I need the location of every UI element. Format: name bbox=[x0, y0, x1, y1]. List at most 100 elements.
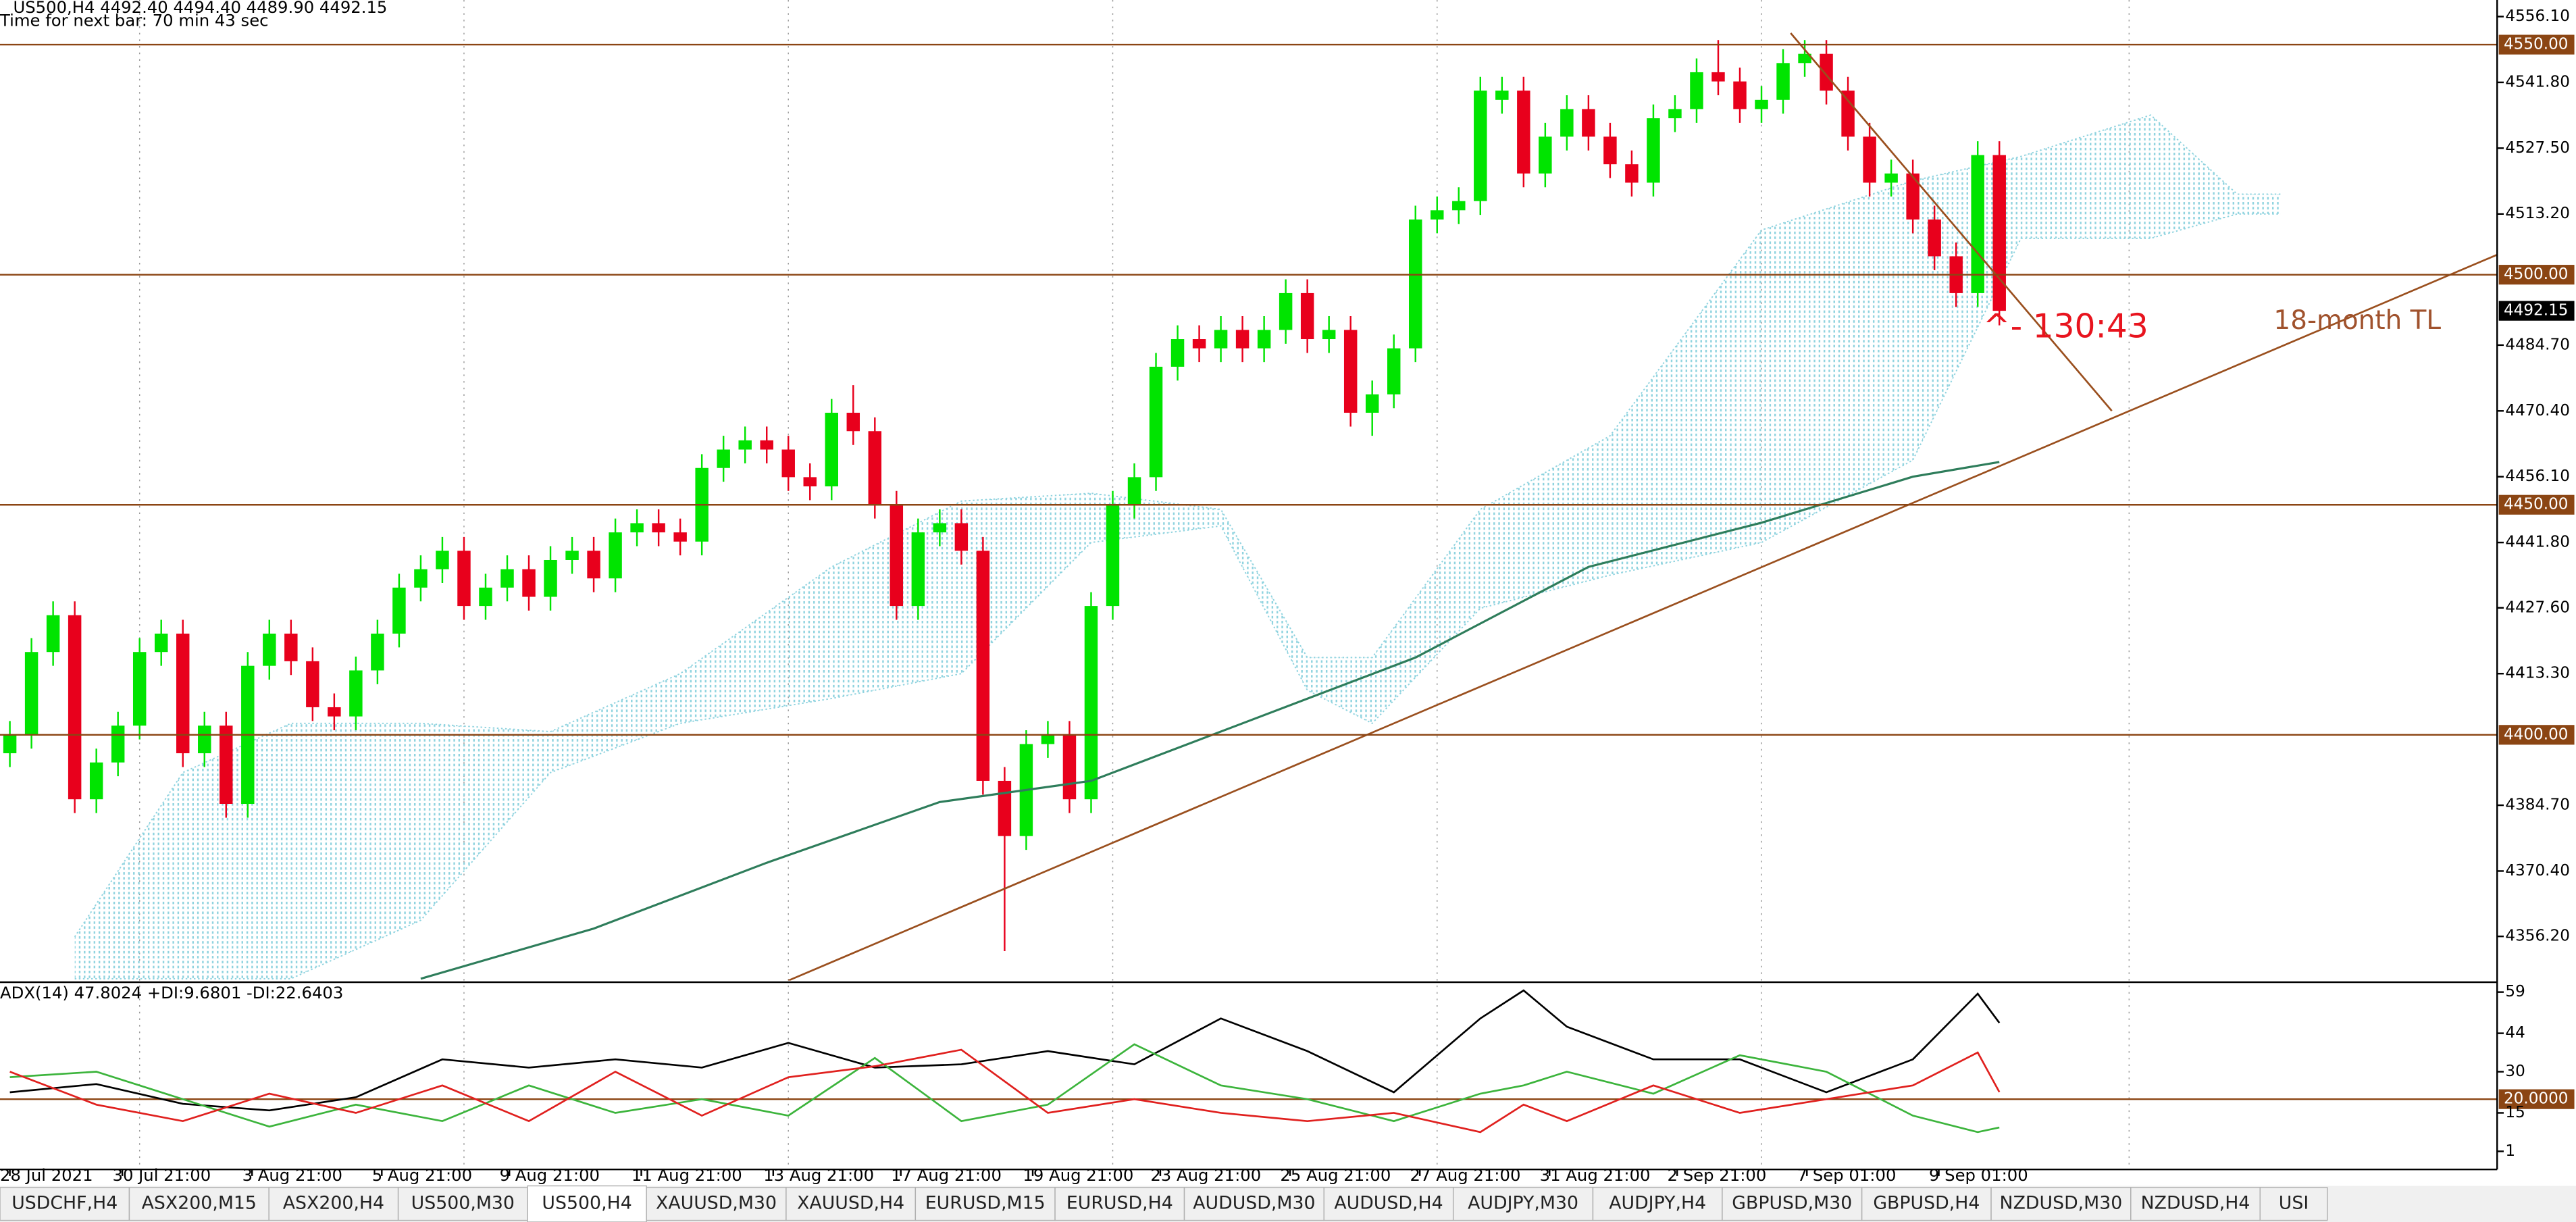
candle-body bbox=[436, 551, 449, 569]
tab-label[interactable]: NZDUSD,M30 bbox=[2000, 1193, 2123, 1214]
x-tick-label: 11 Aug 21:00 bbox=[632, 1165, 742, 1185]
tab-label[interactable]: AUDJPY,M30 bbox=[1468, 1193, 1578, 1214]
x-tick-label: 23 Aug 21:00 bbox=[1150, 1165, 1261, 1185]
tab[interactable] bbox=[2130, 1187, 2261, 1221]
bar-timer: Time for next bar: 70 min 43 sec bbox=[0, 11, 269, 30]
tab[interactable] bbox=[527, 1185, 647, 1222]
tab-label[interactable]: USI bbox=[2279, 1193, 2309, 1214]
candle-body bbox=[1820, 53, 1833, 91]
candle-body bbox=[781, 449, 795, 478]
trendline bbox=[1790, 32, 2113, 412]
y-tick-label: 4384.70 bbox=[2505, 796, 2570, 814]
candle-body bbox=[954, 523, 969, 551]
candle-body bbox=[46, 615, 60, 653]
candle-body bbox=[1322, 330, 1336, 340]
candle-body bbox=[738, 440, 752, 450]
tab-label[interactable]: US500,H4 bbox=[542, 1193, 632, 1214]
candle-body bbox=[1365, 394, 1379, 413]
candle-body bbox=[890, 505, 904, 607]
tab-label[interactable]: ASX200,M15 bbox=[142, 1193, 257, 1214]
tab-label[interactable]: USDCHF,H4 bbox=[11, 1193, 118, 1214]
candle-body bbox=[1884, 173, 1898, 183]
candle-body bbox=[1603, 136, 1617, 165]
y-tick-label: 4513.20 bbox=[2505, 205, 2570, 222]
tab-label[interactable]: EURUSD,H4 bbox=[1066, 1193, 1173, 1214]
level-label-box bbox=[2498, 265, 2575, 285]
x-tick-label: 7 Sep 01:00 bbox=[1797, 1165, 1897, 1185]
candle-body bbox=[371, 633, 384, 671]
candle-body bbox=[1733, 81, 1747, 109]
tab[interactable] bbox=[1592, 1187, 1723, 1221]
tab[interactable] bbox=[646, 1187, 787, 1221]
tab-label[interactable]: XAUUSD,M30 bbox=[656, 1193, 777, 1214]
candle-body bbox=[1127, 477, 1141, 505]
candle-body bbox=[24, 652, 38, 735]
candle-body bbox=[1062, 734, 1077, 800]
y-tick-label: 4556.10 bbox=[2505, 7, 2570, 25]
cloud-lower bbox=[74, 213, 2281, 979]
candle-body bbox=[1776, 63, 1790, 100]
candle-body bbox=[1798, 53, 1811, 63]
candle-body bbox=[1300, 292, 1314, 340]
tab-label[interactable]: NZDUSD,H4 bbox=[2141, 1193, 2250, 1214]
tab[interactable] bbox=[1323, 1187, 1454, 1221]
level-label: 4550.00 bbox=[2504, 36, 2569, 53]
candle-body bbox=[565, 551, 579, 560]
candle-body bbox=[1170, 339, 1185, 367]
cloud-fill bbox=[74, 115, 2281, 979]
current-price-box bbox=[2498, 301, 2575, 321]
candle-body bbox=[1452, 201, 1466, 211]
tab-label[interactable]: US500,M30 bbox=[411, 1193, 515, 1214]
candle-body bbox=[1214, 330, 1228, 349]
tab[interactable] bbox=[785, 1187, 917, 1221]
candle-body bbox=[1711, 72, 1725, 82]
candle-body bbox=[457, 551, 471, 607]
tab[interactable] bbox=[1054, 1187, 1185, 1221]
level-label: 4450.00 bbox=[2504, 496, 2569, 513]
candle-body bbox=[1343, 330, 1358, 413]
tab-label[interactable]: AUDUSD,M30 bbox=[1193, 1193, 1315, 1214]
main-pane bbox=[0, 32, 2498, 981]
tab-label[interactable]: GBPUSD,M30 bbox=[1732, 1193, 1852, 1214]
x-tick-label: 13 Aug 21:00 bbox=[763, 1165, 874, 1185]
candle-body bbox=[868, 431, 882, 505]
y-tick-label: 15 bbox=[2505, 1104, 2525, 1121]
candle-body bbox=[414, 569, 428, 588]
candle-body bbox=[1625, 164, 1639, 183]
tab[interactable] bbox=[268, 1187, 399, 1221]
tab[interactable] bbox=[1990, 1187, 2132, 1221]
tab-label[interactable]: XAUUSD,H4 bbox=[797, 1193, 904, 1214]
candle-body bbox=[998, 780, 1012, 836]
candle-body bbox=[68, 615, 82, 800]
x-tick-label: 25 Aug 21:00 bbox=[1280, 1165, 1391, 1185]
tab[interactable] bbox=[1183, 1187, 1324, 1221]
annotation: ^- 130:43 bbox=[1983, 307, 2148, 345]
tab[interactable] bbox=[1861, 1187, 1992, 1221]
candle-body bbox=[1084, 606, 1098, 800]
trendline bbox=[788, 254, 2498, 981]
y-tick-label: 4527.50 bbox=[2505, 139, 2570, 157]
tab[interactable] bbox=[2259, 1187, 2328, 1221]
candle-body bbox=[1539, 136, 1552, 174]
candle-body bbox=[544, 559, 557, 597]
candle-body bbox=[1409, 219, 1422, 349]
candle-body bbox=[1517, 91, 1530, 174]
candle-body bbox=[1971, 155, 1984, 293]
tab[interactable] bbox=[1722, 1187, 1863, 1221]
candle-body bbox=[1474, 91, 1487, 201]
tab-label[interactable]: ASX200,H4 bbox=[283, 1193, 384, 1214]
candle-body bbox=[1690, 72, 1703, 109]
tabs: USDCHF,H4 ASX200,M15 ASX200,H4 US500,M30 US5… bbox=[0, 1185, 2328, 1222]
adx-title: ADX(14) 47.8024 +DI:9.6801 -DI:22.6403 bbox=[0, 983, 343, 1002]
tab-label[interactable]: AUDJPY,H4 bbox=[1609, 1193, 1706, 1214]
candle-body bbox=[349, 670, 363, 717]
tab-label[interactable]: GBPUSD,H4 bbox=[1873, 1193, 1980, 1214]
candle-body bbox=[176, 633, 190, 754]
candle-body bbox=[825, 413, 838, 486]
level-label-box bbox=[2498, 725, 2575, 745]
tab[interactable] bbox=[1452, 1187, 1594, 1221]
tab-label[interactable]: EURUSD,M15 bbox=[925, 1193, 1046, 1214]
tab-label[interactable]: AUDUSD,H4 bbox=[1334, 1193, 1443, 1214]
